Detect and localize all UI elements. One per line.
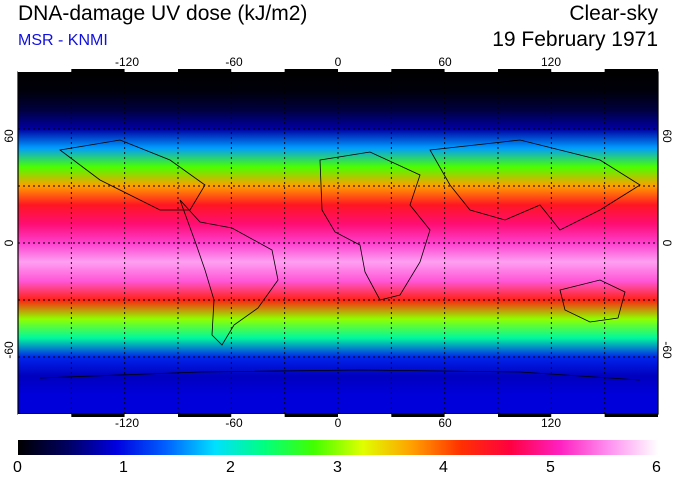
frame-bar <box>18 69 72 72</box>
frame-bar <box>178 69 232 72</box>
frame-bar <box>444 414 498 417</box>
graticule <box>18 72 658 414</box>
frame-bar <box>498 69 552 72</box>
frame-bar <box>231 414 285 417</box>
map-title: DNA-damage UV dose (kJ/m2) <box>18 2 308 25</box>
frame-bar <box>71 414 125 417</box>
frame-bar <box>18 414 72 417</box>
lat-tick-left-2: 0 <box>2 239 16 246</box>
frame-bar <box>71 69 125 72</box>
continent-outlines <box>39 139 641 381</box>
frame-bar <box>604 69 658 72</box>
frame-bar <box>391 69 445 72</box>
colorbar-tick-5: 5 <box>546 459 555 476</box>
frame-bar <box>444 69 498 72</box>
lon-tick-bottom-5: 120 <box>541 416 561 430</box>
frame-bar <box>604 414 658 417</box>
frame-bar <box>551 414 605 417</box>
frame-bar <box>178 414 232 417</box>
frame-bar <box>338 69 392 72</box>
frame-bar <box>551 69 605 72</box>
colorbar-tick-0: 0 <box>13 459 22 476</box>
lat-tick-right-1: 60 <box>660 129 674 143</box>
lat-tick-left-3: -60 <box>2 341 16 359</box>
lon-tick-bottom-2: -60 <box>225 416 243 430</box>
date-label: 19 February 1971 <box>492 28 658 51</box>
colorbar-tick-1: 1 <box>119 459 128 476</box>
lon-tick-top-4: 60 <box>438 55 452 69</box>
source-label: MSR - KNMI <box>18 32 108 49</box>
lon-tick-top-5: 120 <box>541 55 561 69</box>
colorbar <box>18 440 658 455</box>
lon-tick-top-2: -60 <box>225 55 243 69</box>
colorbar-tick-6: 6 <box>652 459 661 476</box>
lat-tick-left-1: 60 <box>2 129 16 143</box>
colorbar-tick-4: 4 <box>439 459 448 476</box>
lat-tick-right-2: 0 <box>660 240 674 247</box>
condition-label: Clear-sky <box>569 2 658 25</box>
frame-bar <box>231 69 285 72</box>
lon-tick-top-1: -120 <box>115 55 139 69</box>
frame-ticks <box>18 69 658 417</box>
frame-bar <box>498 414 552 417</box>
lon-tick-bottom-1: -120 <box>115 416 139 430</box>
lon-tick-bottom-4: 60 <box>438 416 452 430</box>
frame-bar <box>284 414 338 417</box>
frame-bar <box>338 414 392 417</box>
frame-bar <box>284 69 338 72</box>
frame-bar <box>391 414 445 417</box>
frame-bar <box>124 414 178 417</box>
colorbar-tick-3: 3 <box>333 459 342 476</box>
lon-tick-bottom-3: 0 <box>335 416 342 430</box>
lon-tick-top-3: 0 <box>335 55 342 69</box>
lat-tick-right-3: -60 <box>660 341 674 359</box>
colorbar-tick-2: 2 <box>226 459 235 476</box>
frame-bar <box>124 69 178 72</box>
